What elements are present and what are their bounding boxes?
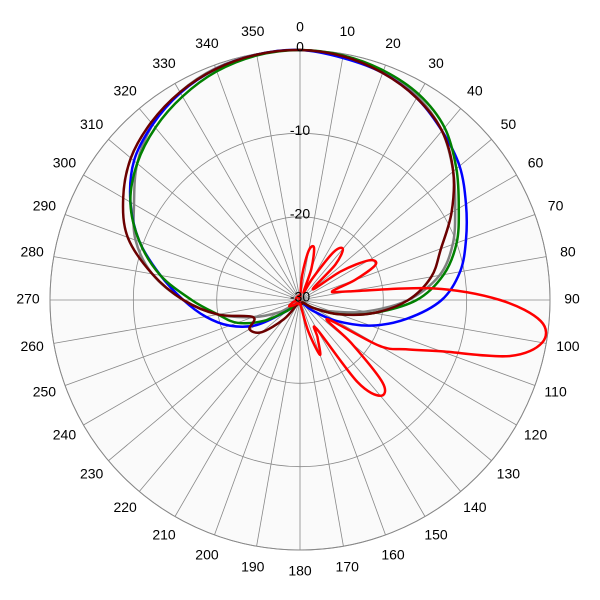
spoke xyxy=(299,214,536,301)
angle-label: 60 xyxy=(528,155,544,171)
angle-label: 330 xyxy=(152,55,176,71)
ring xyxy=(216,216,384,384)
angle-label: 200 xyxy=(195,546,219,562)
spoke xyxy=(108,138,301,301)
spoke xyxy=(299,299,386,536)
spoke xyxy=(174,83,301,301)
angle-label: 310 xyxy=(80,116,104,132)
spoke xyxy=(108,299,301,462)
angle-label: 180 xyxy=(288,563,312,579)
r-tick-label: 0 xyxy=(296,39,304,55)
angle-label: 220 xyxy=(113,499,137,515)
spoke xyxy=(299,299,547,344)
spoke xyxy=(299,299,344,547)
angle-label: 120 xyxy=(524,427,548,443)
angle-label: 210 xyxy=(152,526,176,542)
angle-label: 280 xyxy=(20,243,44,259)
angle-label: 150 xyxy=(424,526,448,542)
angle-label: 320 xyxy=(113,82,137,98)
ring xyxy=(132,132,468,468)
angle-label: 20 xyxy=(385,35,401,51)
spoke xyxy=(138,108,301,301)
angle-label: 100 xyxy=(556,338,580,354)
spoke xyxy=(299,53,344,301)
spoke xyxy=(256,53,301,301)
spoke xyxy=(299,174,517,301)
angle-label: 340 xyxy=(195,35,219,51)
angle-label: 190 xyxy=(241,559,265,575)
angle-label: 300 xyxy=(53,155,77,171)
spoke xyxy=(214,299,301,536)
angle-label: 50 xyxy=(501,116,517,132)
angle-label: 290 xyxy=(33,198,57,214)
spoke xyxy=(64,214,301,301)
angle-label: 140 xyxy=(463,499,487,515)
angle-label: 130 xyxy=(497,466,521,482)
spoke xyxy=(174,299,301,517)
angle-label: 70 xyxy=(548,198,564,214)
angle-label: 240 xyxy=(53,427,77,443)
angle-label: 260 xyxy=(20,338,44,354)
angle-label: 10 xyxy=(339,23,355,39)
pattern-line xyxy=(287,244,548,398)
angle-label: 160 xyxy=(381,546,405,562)
r-tick-label: -20 xyxy=(290,205,310,221)
spoke xyxy=(53,256,301,301)
angle-label: 350 xyxy=(241,23,265,39)
spoke xyxy=(299,83,426,301)
angle-label: 0 xyxy=(296,19,304,35)
r-tick-label: -30 xyxy=(290,289,310,305)
angle-label: 230 xyxy=(80,466,104,482)
angle-label: 80 xyxy=(560,243,576,259)
spoke xyxy=(299,108,462,301)
spoke xyxy=(138,299,301,492)
angle-label: 170 xyxy=(336,559,360,575)
spoke xyxy=(83,174,301,301)
spoke xyxy=(64,299,301,386)
angle-label: 40 xyxy=(467,82,483,98)
spoke xyxy=(299,299,492,462)
spoke xyxy=(53,299,301,344)
spoke xyxy=(214,64,301,301)
angle-label: 270 xyxy=(16,291,40,307)
angle-label: 90 xyxy=(564,291,580,307)
r-tick-label: -10 xyxy=(290,122,310,138)
angle-label: 110 xyxy=(544,384,567,400)
angle-label: 30 xyxy=(428,55,444,71)
angle-label: 250 xyxy=(33,384,57,400)
spoke xyxy=(256,299,301,547)
